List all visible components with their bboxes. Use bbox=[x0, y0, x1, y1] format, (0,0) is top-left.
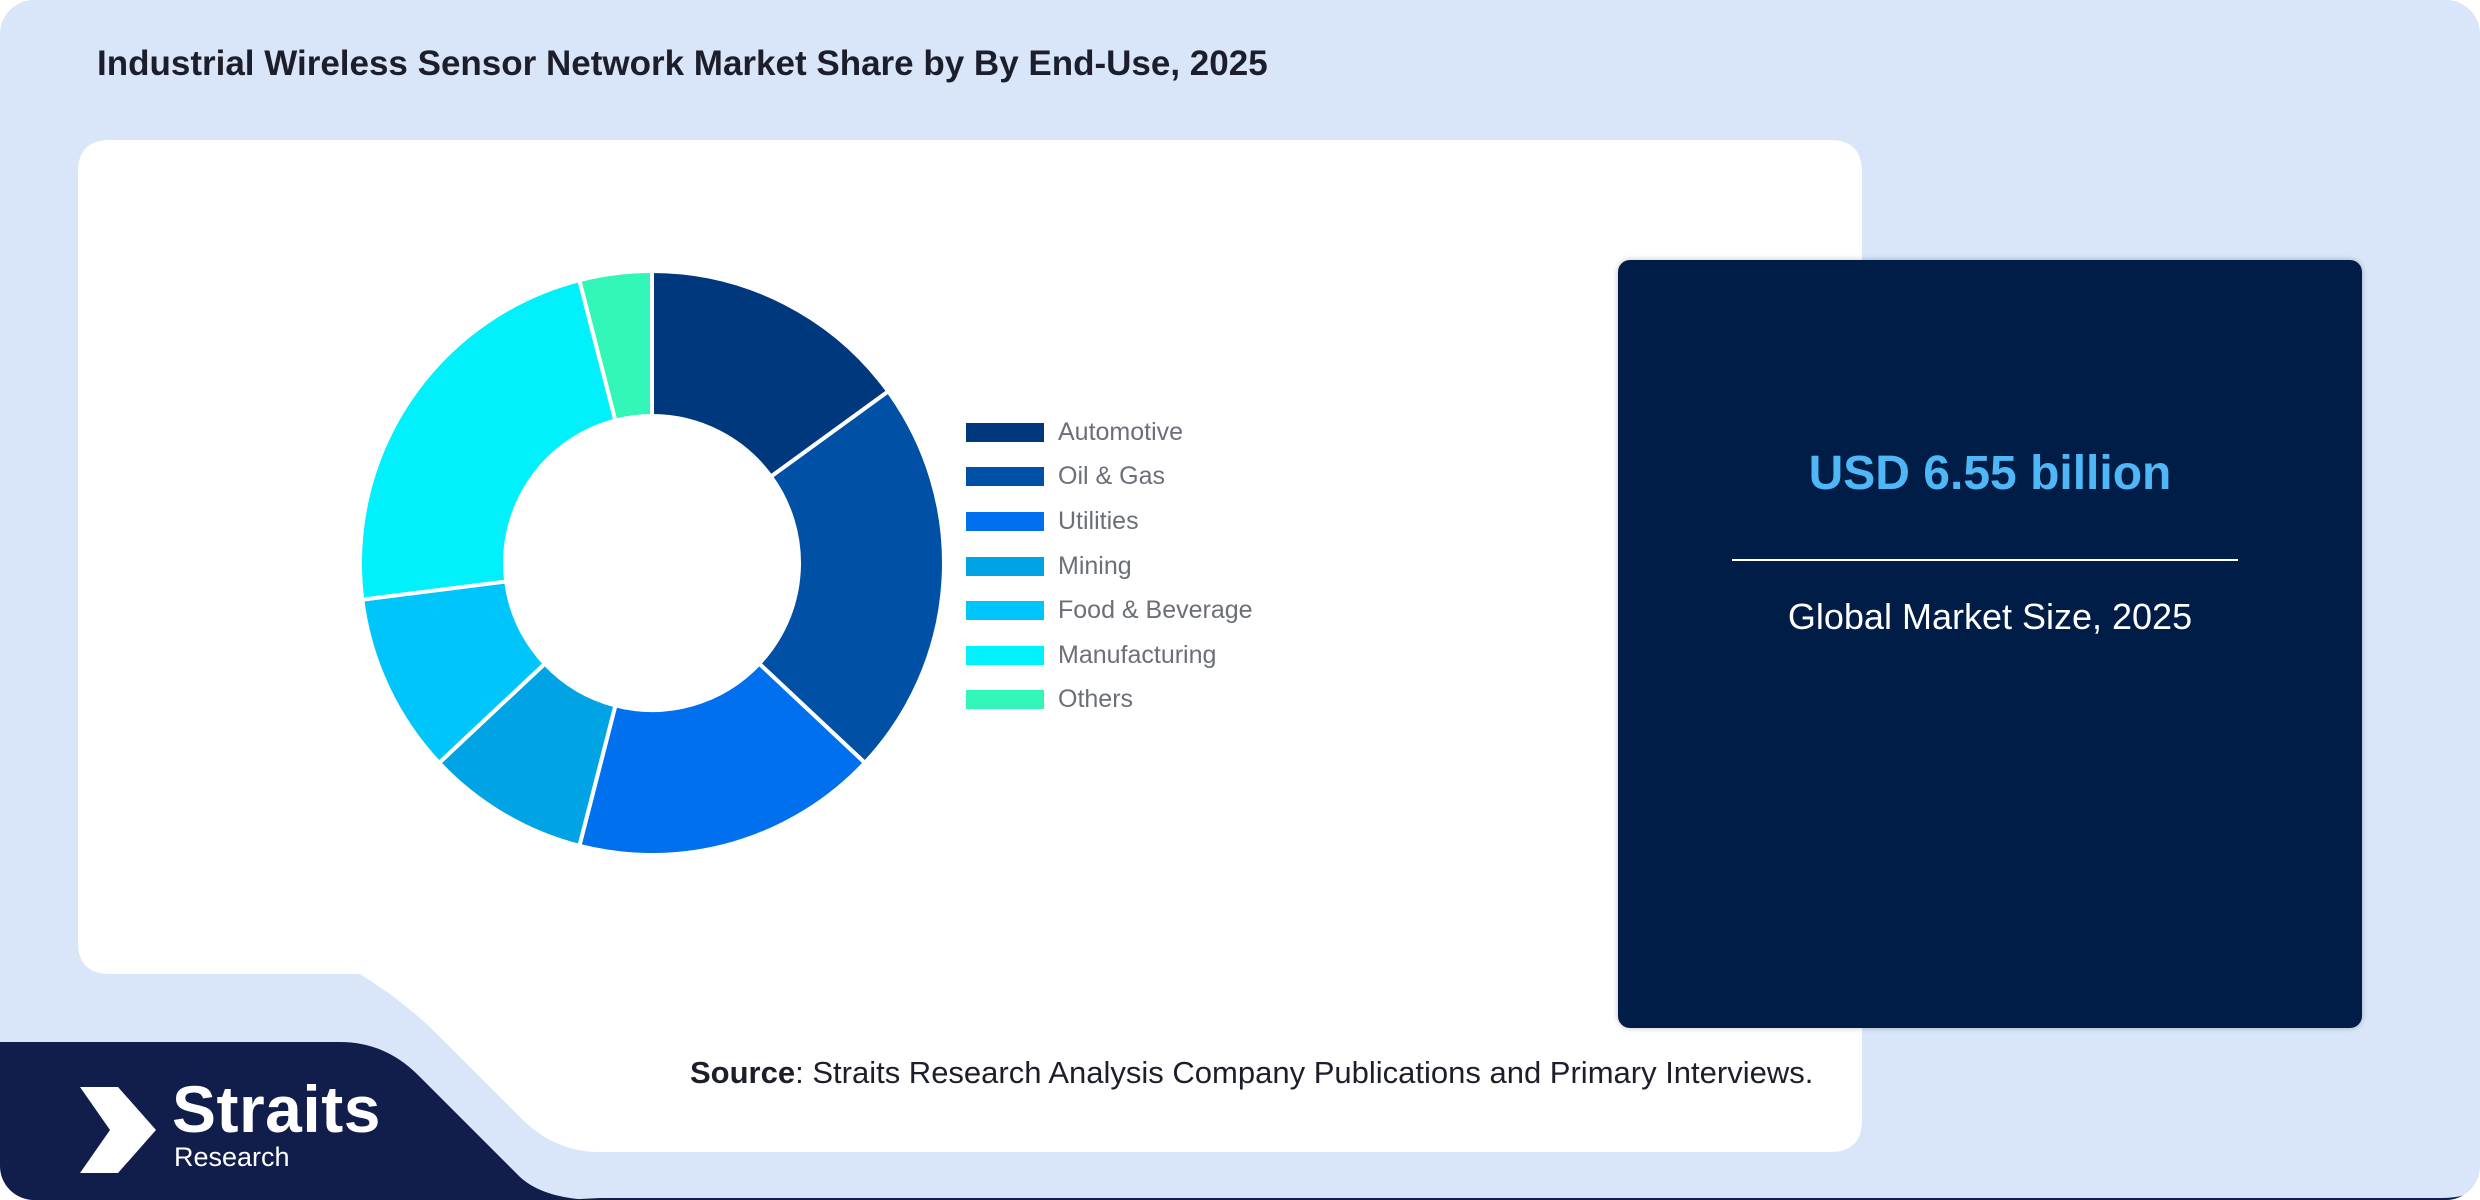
legend-swatch bbox=[966, 422, 1044, 442]
legend-item-mining: Mining bbox=[966, 544, 1253, 589]
chart-legend: Automotive Oil & Gas Utilities Mining Food &… bbox=[966, 410, 1253, 722]
chart-title: Industrial Wireless Sensor Network Marke… bbox=[97, 44, 1268, 83]
legend-swatch bbox=[966, 645, 1044, 665]
legend-item-manufacturing: Manufacturing bbox=[966, 633, 1253, 678]
slice-automotive bbox=[650, 268, 892, 480]
legend-swatch bbox=[966, 511, 1044, 531]
legend-swatch bbox=[966, 556, 1044, 576]
legend-label: Manufacturing bbox=[1058, 640, 1217, 669]
legend-label: Others bbox=[1058, 685, 1134, 714]
logo-subtitle: Research bbox=[174, 1142, 290, 1172]
logo: Straits Research bbox=[172, 1076, 381, 1172]
slice-utilities bbox=[576, 660, 868, 857]
legend-item-oil-gas: Oil & Gas bbox=[966, 455, 1253, 500]
legend-swatch bbox=[966, 690, 1044, 710]
logo-chevron-icon bbox=[80, 1087, 156, 1173]
legend-item-food-beverage: Food & Beverage bbox=[966, 588, 1253, 633]
market-size-panel: USD 6.55 billion Global Market Size, 202… bbox=[1618, 260, 2362, 1028]
legend-label: Utilities bbox=[1058, 506, 1139, 535]
legend-swatch bbox=[966, 467, 1044, 487]
market-size-value: USD 6.55 billion bbox=[1808, 447, 2172, 500]
slice-others bbox=[576, 268, 654, 424]
source-text: : Straits Research Analysis Company Publ… bbox=[795, 1055, 1814, 1090]
logo-mark bbox=[80, 1087, 156, 1173]
legend-item-utilities: Utilities bbox=[966, 499, 1253, 544]
legend-label: Automotive bbox=[1058, 417, 1184, 446]
legend-swatch bbox=[966, 601, 1044, 621]
legend-item-others: Others bbox=[966, 678, 1253, 723]
market-size-caption: Global Market Size, 2025 bbox=[1787, 596, 2193, 637]
legend-label: Mining bbox=[1058, 551, 1132, 580]
source-label: Source bbox=[690, 1055, 796, 1090]
slice-manufacturing bbox=[358, 277, 618, 602]
footer-band bbox=[0, 1042, 600, 1200]
donut-slices bbox=[358, 268, 946, 857]
legend-item-automotive: Automotive bbox=[966, 410, 1253, 455]
footer-band-edge bbox=[560, 1186, 2480, 1200]
source-note: Source: Straits Research Analysis Compan… bbox=[690, 1055, 1813, 1091]
legend-label: Oil & Gas bbox=[1058, 462, 1165, 491]
legend-label: Food & Beverage bbox=[1058, 596, 1253, 625]
slice-oil-gas bbox=[756, 388, 946, 766]
market-divider bbox=[1732, 559, 2238, 561]
logo-name: Straits bbox=[172, 1072, 381, 1146]
